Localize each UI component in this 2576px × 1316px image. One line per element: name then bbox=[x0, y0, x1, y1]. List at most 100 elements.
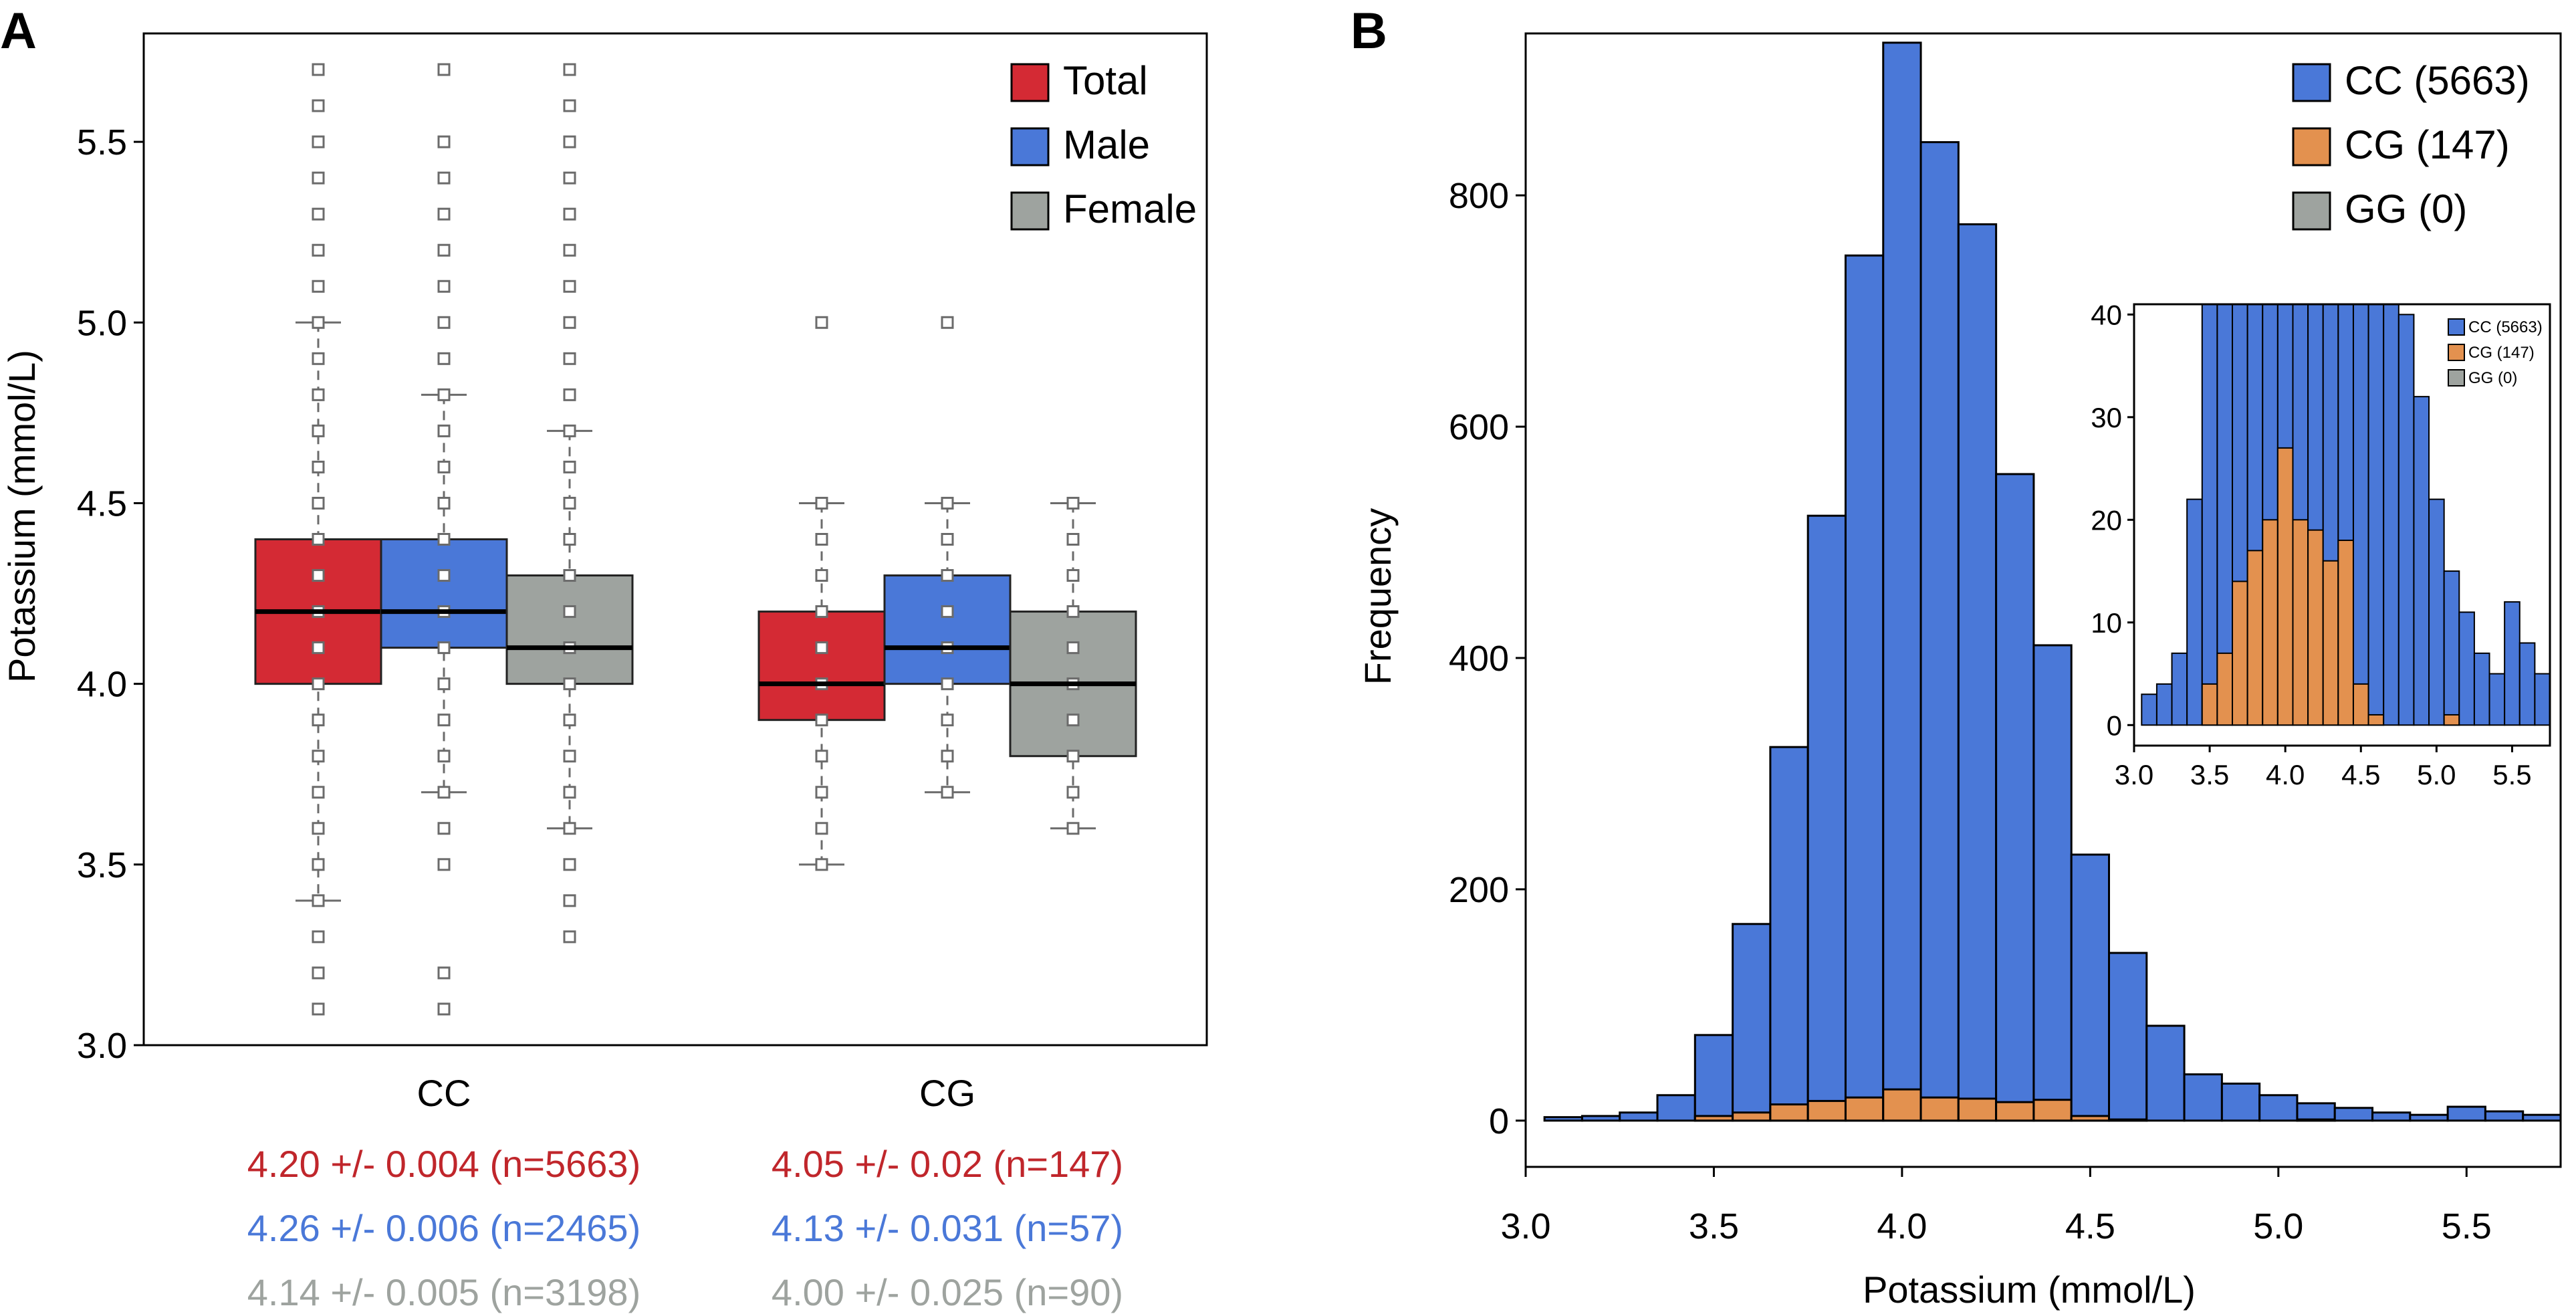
inset-bar-cg bbox=[2276, 447, 2294, 726]
histogram-bar-cc bbox=[2220, 1082, 2261, 1122]
inset-bar-cc bbox=[2428, 498, 2445, 726]
histogram-bar-cc bbox=[1995, 473, 2035, 1122]
histogram-bar-cg bbox=[1882, 1088, 1922, 1122]
data-point bbox=[437, 171, 451, 185]
data-point bbox=[437, 858, 451, 871]
data-point bbox=[437, 496, 451, 510]
histogram-bar-cg bbox=[1693, 1115, 1734, 1122]
data-point bbox=[437, 424, 451, 437]
data-point bbox=[563, 99, 576, 112]
data-point bbox=[1066, 533, 1080, 546]
data-point bbox=[941, 496, 954, 510]
inset-bar-cc bbox=[2458, 611, 2475, 726]
inset-bar-cc bbox=[2504, 601, 2521, 726]
category-label-cc: CC bbox=[417, 1072, 471, 1114]
inset-bar-cg bbox=[2352, 683, 2369, 726]
stats-cc-male: 4.26 +/- 0.006 (n=2465) bbox=[247, 1207, 640, 1249]
data-point bbox=[941, 569, 954, 582]
histogram-bar-cc bbox=[1844, 254, 1885, 1122]
histogram-bar-cg bbox=[1844, 1096, 1885, 1122]
panel-b-x-tick-label: 3.5 bbox=[1689, 1206, 1739, 1246]
inset-bar-cc bbox=[2519, 642, 2536, 726]
data-point bbox=[1066, 714, 1080, 727]
panel-b-y-tick-label: 400 bbox=[1449, 639, 1509, 679]
data-point bbox=[815, 533, 828, 546]
panel-a-label: A bbox=[0, 3, 37, 60]
data-point bbox=[312, 966, 325, 980]
histogram-bar-cc bbox=[2446, 1105, 2486, 1122]
histogram-bar-cg bbox=[1957, 1097, 1998, 1122]
data-point bbox=[312, 569, 325, 582]
data-point bbox=[563, 243, 576, 257]
histogram-bar-cc bbox=[1806, 514, 1847, 1122]
inset-bar-cc bbox=[2201, 304, 2218, 726]
panel-b-y-tick-label: 200 bbox=[1449, 870, 1509, 910]
inset-x-tick-label: 5.5 bbox=[2492, 759, 2531, 790]
inset-y-tick-label: 30 bbox=[2091, 402, 2122, 433]
inset-bar-cg bbox=[2292, 519, 2309, 726]
histogram-bar-cg bbox=[1806, 1099, 1847, 1122]
data-point bbox=[815, 714, 828, 727]
data-point bbox=[437, 569, 451, 582]
inset-bar-cg bbox=[2262, 519, 2278, 726]
panel-b-x-tick-label: 4.0 bbox=[1877, 1206, 1927, 1246]
inset-bar-cg bbox=[2307, 529, 2324, 726]
histogram-bar-cc bbox=[2183, 1073, 2223, 1122]
data-point bbox=[815, 750, 828, 763]
data-point bbox=[437, 786, 451, 799]
histogram-bar-cc bbox=[2032, 644, 2073, 1122]
histogram-bar-cg bbox=[2070, 1115, 2111, 1122]
legend-label-cg: CG (147) bbox=[2345, 122, 2510, 167]
inset-legend-swatch-cg bbox=[2448, 344, 2465, 361]
data-point bbox=[312, 641, 325, 655]
stats-cc-female: 4.14 +/- 0.005 (n=3198) bbox=[247, 1271, 640, 1313]
data-point bbox=[437, 822, 451, 835]
panel-a-x-categories: CC CG bbox=[417, 1072, 975, 1114]
inset-legend-swatch-gg bbox=[2448, 369, 2465, 387]
data-point bbox=[563, 352, 576, 365]
inset-legend-label-gg: GG (0) bbox=[2468, 369, 2517, 387]
histogram-bar-cc bbox=[1882, 41, 1922, 1122]
box-cg-male bbox=[883, 574, 1012, 685]
data-point bbox=[1066, 605, 1080, 619]
histogram-bar-cg bbox=[1919, 1096, 1960, 1122]
panel-b-histogram-bars bbox=[1543, 41, 2562, 1122]
data-point bbox=[563, 496, 576, 510]
panel-b-legend: CC (5663) CG (147) GG (0) bbox=[2292, 58, 2530, 231]
legend-label-male: Male bbox=[1063, 122, 1150, 167]
histogram-bar-cc bbox=[1957, 223, 1998, 1122]
legend-swatch-cc bbox=[2292, 63, 2331, 102]
category-label-cg: CG bbox=[919, 1072, 975, 1114]
legend-swatch-female bbox=[1010, 191, 1050, 231]
data-point bbox=[563, 63, 576, 76]
panel-a-plot-frame bbox=[142, 32, 1208, 1047]
panel-a-boxes bbox=[254, 63, 1137, 1016]
data-point bbox=[437, 243, 451, 257]
data-point bbox=[1066, 786, 1080, 799]
data-point bbox=[312, 243, 325, 257]
histogram-bar-cc bbox=[2296, 1102, 2336, 1122]
data-point bbox=[437, 316, 451, 329]
data-point bbox=[312, 533, 325, 546]
panel-a-y-tick-label: 3.0 bbox=[77, 1026, 127, 1066]
histogram-bar-cc bbox=[1619, 1111, 1659, 1122]
panel-a-y-tick-label: 4.0 bbox=[77, 665, 127, 705]
data-point bbox=[312, 388, 325, 401]
stats-cg-male: 4.13 +/- 0.031 (n=57) bbox=[772, 1207, 1123, 1249]
legend-label-female: Female bbox=[1063, 187, 1197, 231]
panel-b-y-tick-label: 0 bbox=[1489, 1101, 1509, 1141]
data-point bbox=[1066, 822, 1080, 835]
data-point bbox=[815, 786, 828, 799]
legend-swatch-male bbox=[1010, 127, 1050, 167]
data-point bbox=[941, 714, 954, 727]
stats-cc-total: 4.20 +/- 0.004 (n=5663) bbox=[247, 1143, 640, 1185]
panel-b-y-tick-label: 600 bbox=[1449, 407, 1509, 447]
histogram-bar-cc bbox=[1543, 1116, 1583, 1122]
data-point bbox=[563, 786, 576, 799]
data-point bbox=[563, 822, 576, 835]
inset-bar-cg bbox=[2322, 560, 2339, 726]
inset-legend-swatch-cc bbox=[2448, 318, 2465, 336]
data-point bbox=[563, 171, 576, 185]
data-point bbox=[563, 858, 576, 871]
panel-b-y-ticks: 0 200 400 600 800 bbox=[1449, 176, 1526, 1141]
